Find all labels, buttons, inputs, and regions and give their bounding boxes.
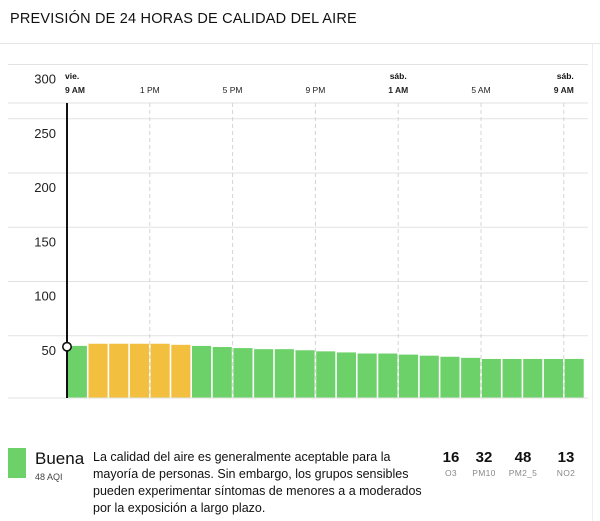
y-tick-label: 250 [34, 126, 56, 141]
x-tick-day: sáb. [557, 71, 574, 81]
pollutant-name: NO2 [556, 468, 576, 478]
forecast-bar [109, 343, 129, 398]
x-tick-day: sáb. [390, 71, 407, 81]
x-tick-label: 1 PM [140, 85, 160, 95]
forecast-bar [336, 352, 356, 398]
title-divider [0, 43, 600, 44]
forecast-bar [254, 349, 274, 398]
x-tick-label: 5 AM [471, 85, 490, 95]
forecast-bar [171, 344, 191, 398]
forecast-bar [481, 358, 501, 398]
quality-label: Buena [35, 449, 85, 468]
forecast-bar [233, 348, 253, 398]
forecast-bar [419, 355, 439, 398]
pollutant-value: 48 [514, 449, 532, 466]
forecast-bar [564, 358, 584, 398]
right-divider [592, 44, 593, 521]
aqi-forecast-chart: 50 100 150 200 250 300 vie. 9 AM 1 PM 5 PM 9 PM sáb… [8, 64, 588, 399]
forecast-bar [274, 349, 294, 398]
forecast-bar [316, 351, 336, 398]
x-tick-day: vie. [65, 71, 79, 81]
pollutant-pm10: 32 PM10 [464, 449, 504, 478]
quality-description: La calidad del aire es generalmente acep… [93, 450, 422, 515]
forecast-bar [357, 353, 377, 398]
pollutant-name: O3 [445, 468, 457, 478]
pollutant-o3: 16 O3 [431, 449, 471, 478]
current-point-marker [61, 341, 72, 352]
forecast-bar [461, 357, 481, 398]
x-tick-label: 9 PM [305, 85, 325, 95]
forecast-bar [399, 354, 419, 398]
forecast-bar [192, 345, 212, 398]
forecast-bar [502, 358, 522, 398]
forecast-bar [67, 345, 87, 398]
y-tick-label: 50 [42, 343, 56, 358]
pollutant-value: 32 [475, 449, 493, 466]
y-tick-label: 200 [34, 180, 56, 195]
x-tick-label: 1 AM [388, 85, 408, 95]
forecast-bar [440, 356, 460, 398]
forecast-bar [523, 358, 543, 398]
pollutant-name: PM2_5 [508, 468, 538, 478]
forecast-bar [543, 358, 563, 398]
forecast-bar [295, 350, 315, 398]
quality-color-swatch [8, 448, 26, 478]
forecast-bar [150, 343, 170, 398]
pollutant-no2: 13 NO2 [546, 449, 586, 478]
y-tick-label: 150 [34, 234, 56, 249]
pollutant-pm2_5: 48 PM2_5 [503, 449, 543, 478]
y-tick-label: 300 [34, 72, 56, 87]
forecast-bar [88, 343, 108, 398]
y-tick-label: 100 [34, 289, 56, 304]
forecast-bar [212, 347, 232, 398]
aqi-value: 48 AQI [35, 472, 63, 482]
forecast-bar [129, 343, 149, 398]
page-title: PREVISIÓN DE 24 HORAS DE CALIDAD DEL AIR… [10, 11, 357, 27]
x-tick-label: 5 PM [223, 85, 243, 95]
x-tick-label: 9 AM [65, 85, 85, 95]
pollutant-name: PM10 [472, 468, 496, 478]
forecast-bar [378, 353, 398, 398]
x-tick-label: 9 AM [554, 85, 574, 95]
pollutant-value: 13 [557, 449, 575, 466]
pollutant-value: 16 [442, 449, 460, 466]
